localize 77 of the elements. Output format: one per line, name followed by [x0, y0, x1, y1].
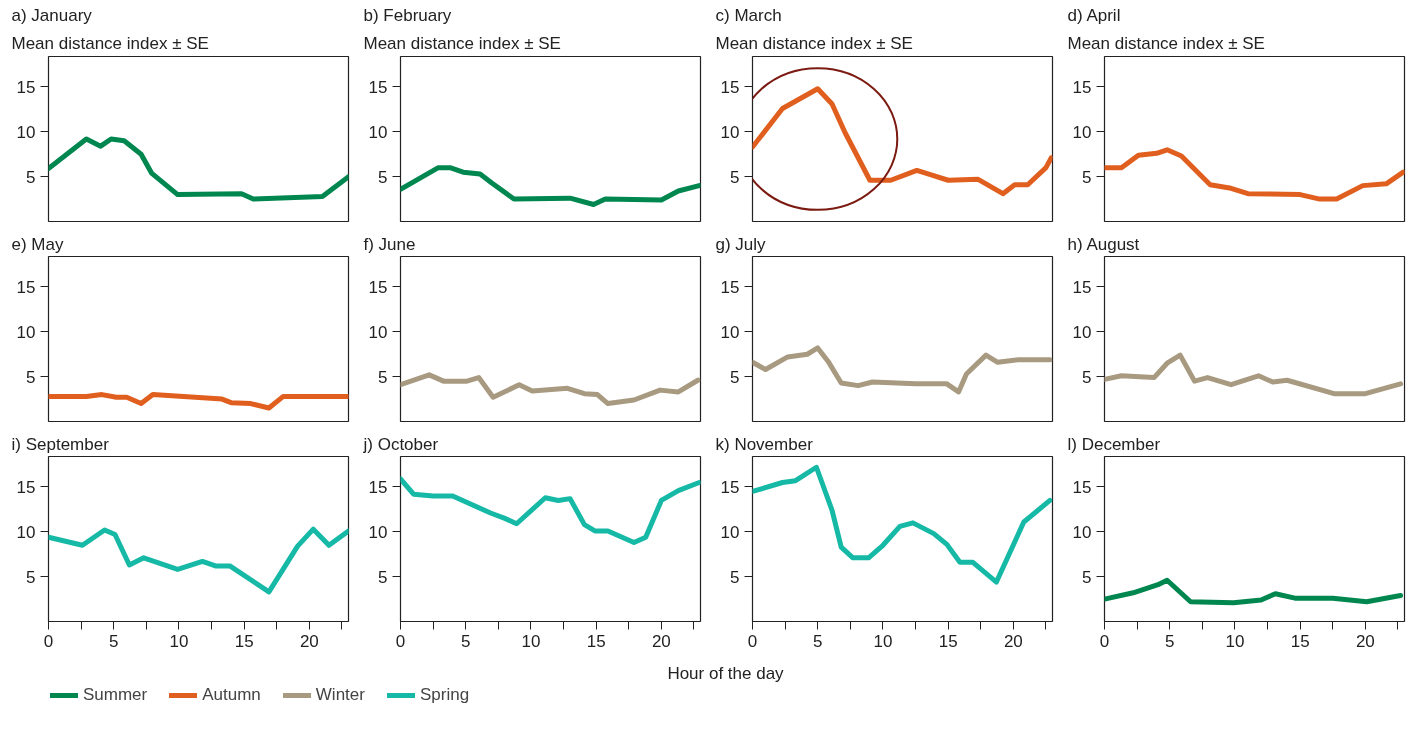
chart-title: i) September: [11, 434, 110, 454]
chart-title: l) December: [1067, 434, 1161, 454]
x-tick-label: 5: [1164, 631, 1175, 651]
legend-label: Winter: [315, 685, 365, 705]
y-tick-label: 15: [720, 77, 740, 97]
y-tick-label: 5: [1082, 167, 1092, 187]
x-tick-label: 20: [299, 631, 319, 651]
y-tick-label: 5: [378, 367, 388, 387]
y-tick-label: 15: [16, 77, 36, 97]
y-tick-label: 15: [368, 277, 388, 297]
chart-title: c) March: [715, 5, 782, 25]
y-tick-label: 10: [368, 122, 388, 142]
y-tick-label: 10: [1072, 522, 1092, 542]
y-tick-label: 10: [720, 322, 740, 342]
y-tick-label: 5: [1082, 367, 1092, 387]
y-tick-label: 5: [730, 367, 740, 387]
y-tick-label: 5: [378, 567, 388, 587]
chart-title: e) May: [11, 234, 64, 254]
y-tick-label: 15: [16, 477, 36, 497]
y-axis-title: Mean distance index ± SE: [363, 33, 561, 53]
x-tick-label: 15: [1290, 631, 1310, 651]
y-tick-label: 15: [720, 477, 740, 497]
y-tick-label: 15: [1072, 277, 1092, 297]
y-tick-label: 15: [720, 277, 740, 297]
y-axis-title: Mean distance index ± SE: [11, 33, 209, 53]
x-tick-label: 10: [1225, 631, 1245, 651]
y-tick-label: 15: [368, 477, 388, 497]
y-tick-label: 15: [1072, 77, 1092, 97]
y-tick-label: 10: [720, 122, 740, 142]
x-tick-label: 10: [873, 631, 893, 651]
x-tick-label: 15: [938, 631, 958, 651]
y-tick-label: 15: [1072, 477, 1092, 497]
x-tick-label: 5: [812, 631, 823, 651]
chart-title: j) October: [362, 434, 439, 454]
x-tick-label: 15: [234, 631, 254, 651]
y-tick-label: 5: [26, 567, 36, 587]
y-tick-label: 10: [1072, 122, 1092, 142]
x-tick-label: 0: [395, 631, 406, 651]
legend-label: Autumn: [202, 685, 261, 705]
y-tick-label: 10: [16, 322, 36, 342]
chart-title: d) April: [1067, 5, 1121, 25]
x-tick-label: 15: [586, 631, 606, 651]
chart-title: b) February: [363, 5, 452, 25]
chart-title: g) July: [715, 234, 767, 254]
chart-title: a) January: [11, 5, 93, 25]
y-axis-title: Mean distance index ± SE: [715, 33, 913, 53]
x-tick-label: 0: [43, 631, 54, 651]
y-tick-label: 10: [16, 122, 36, 142]
legend-label: Spring: [419, 685, 470, 705]
x-tick-label: 20: [1003, 631, 1023, 651]
y-tick-label: 10: [720, 522, 740, 542]
y-tick-label: 5: [730, 567, 740, 587]
x-tick-label: 10: [521, 631, 541, 651]
y-tick-label: 5: [26, 367, 36, 387]
chart-title: k) November: [715, 434, 814, 454]
legend-label: Summer: [83, 685, 148, 705]
x-tick-label: 0: [1099, 631, 1110, 651]
y-tick-label: 5: [730, 167, 740, 187]
y-tick-label: 15: [16, 277, 36, 297]
x-tick-label: 20: [651, 631, 671, 651]
x-tick-label: 10: [169, 631, 189, 651]
y-tick-label: 5: [26, 167, 36, 187]
y-tick-label: 5: [378, 167, 388, 187]
x-tick-label: 0: [747, 631, 758, 651]
chart-title: h) August: [1067, 234, 1140, 254]
y-tick-label: 10: [368, 522, 388, 542]
y-tick-label: 10: [16, 522, 36, 542]
y-tick-label: 10: [1072, 322, 1092, 342]
chart-title: f) June: [363, 234, 416, 254]
x-tick-label: 20: [1355, 631, 1375, 651]
y-tick-label: 15: [368, 77, 388, 97]
y-tick-label: 10: [368, 322, 388, 342]
x-tick-label: 5: [460, 631, 471, 651]
x-tick-label: 5: [108, 631, 119, 651]
x-axis-title: Hour of the day: [667, 663, 784, 685]
y-axis-title: Mean distance index ± SE: [1067, 33, 1265, 53]
y-tick-label: 5: [1082, 567, 1092, 587]
